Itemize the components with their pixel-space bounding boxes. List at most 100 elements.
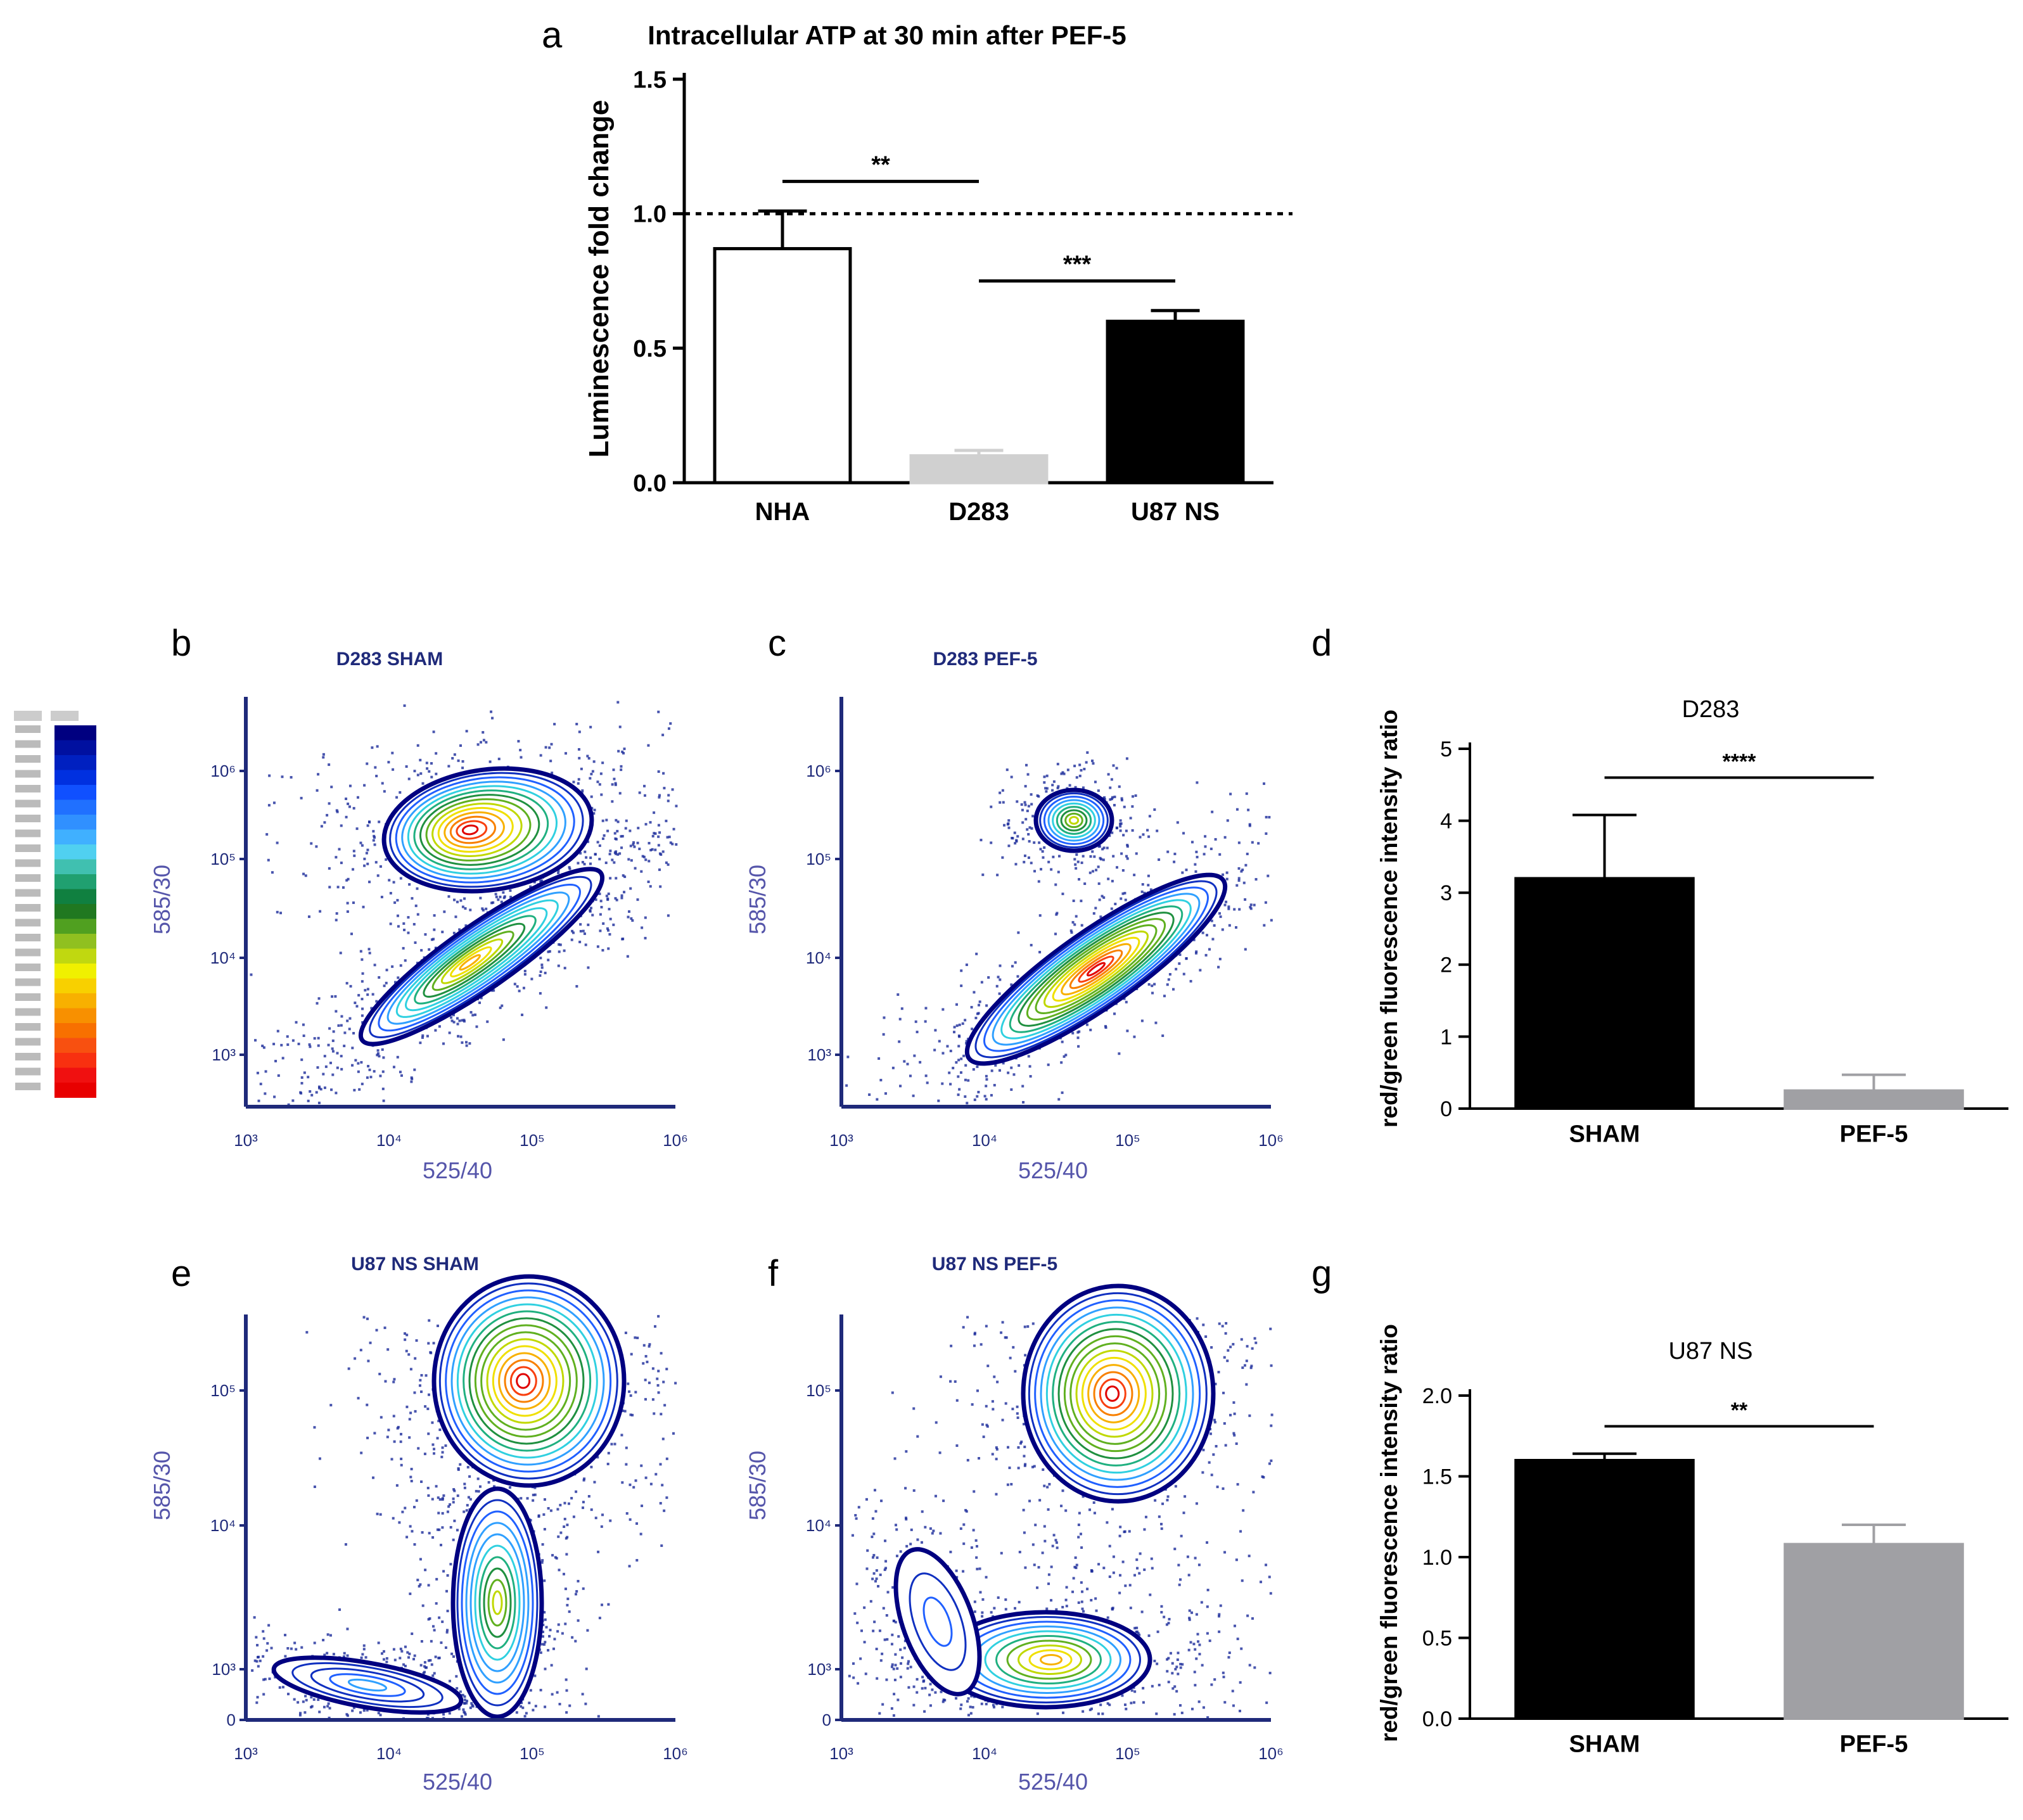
event-dot [547,1507,550,1510]
event-dot [1159,1522,1163,1525]
bar [1106,319,1245,485]
event-dot [965,1041,968,1045]
event-dot [603,834,606,837]
event-dot [962,1570,965,1573]
event-dot [1218,912,1221,915]
event-dot [441,1620,444,1624]
event-dot [971,1028,974,1031]
event-dot [307,915,310,919]
event-dot [1024,1566,1027,1569]
event-dot [894,1620,897,1624]
event-dot [1268,1462,1271,1465]
event-dot [469,1706,472,1709]
event-dot [985,1078,988,1081]
event-dot [332,1653,335,1656]
event-dot [1097,789,1100,792]
event-dot [335,809,338,812]
x-category-label: D283 [948,498,1009,526]
event-dot [960,969,963,972]
event-dot [990,805,993,808]
event-dot [873,1620,876,1624]
legend-color-swatch [54,1023,96,1038]
event-dot [388,879,391,882]
event-dot [420,949,423,952]
event-dot [1213,1678,1216,1681]
event-dot [1033,870,1037,873]
event-dot [607,1451,610,1454]
event-dot [955,1024,959,1028]
event-dot [376,1052,380,1055]
event-dot [1124,1703,1127,1707]
event-dot [1269,1327,1272,1330]
event-dot [991,1400,994,1403]
y-axis-label: 585/30 [149,1451,175,1520]
event-dot [1081,1590,1084,1593]
event-dot [452,1014,455,1017]
event-dot [307,1099,310,1102]
event-dot [986,1365,990,1368]
event-dot [1111,879,1114,882]
u87ns-ratio-bar-chart: U87 NS red/green fluorescence intensity … [1376,1324,2008,1758]
event-dot [559,1531,563,1534]
event-dot [1158,1683,1161,1686]
event-dot [262,1655,265,1658]
event-dot [651,1398,654,1401]
event-dot [1160,1605,1163,1608]
event-dot [468,1042,471,1045]
event-dot [382,1099,385,1102]
event-dot [1013,831,1016,834]
event-dot [1222,873,1225,876]
panel-letter-b: b [171,623,191,664]
event-dot [423,1453,426,1456]
event-dot [1177,1672,1180,1676]
event-dot [635,1522,639,1525]
event-dot [876,1677,879,1680]
event-dot [1044,787,1047,790]
event-dot [373,1432,376,1435]
event-dot [1076,1036,1080,1040]
event-dot [1236,1483,1239,1486]
event-dot [1077,1601,1080,1604]
event-dot [964,1078,967,1081]
event-dot [1156,1662,1159,1665]
event-dot [1031,1465,1034,1468]
event-dot [360,1656,363,1659]
y-tick-label: 1 [1440,1025,1452,1049]
event-dot [924,1007,928,1010]
event-dot [628,1390,631,1393]
event-dot [323,1055,326,1058]
event-dot [1113,795,1116,798]
event-dot [335,919,338,922]
event-dot [629,1518,632,1521]
legend-color-swatch [54,844,96,860]
density-contour [1000,899,1192,1040]
event-dot [337,1024,340,1027]
event-dot [1080,900,1083,903]
event-dot [1265,1563,1268,1567]
event-dot [366,988,369,991]
event-dot [1114,902,1117,905]
event-dot [589,907,592,910]
event-dot [1001,789,1004,792]
event-dot [1182,832,1185,835]
event-dot [1052,1534,1056,1537]
event-dot [351,1064,354,1067]
event-dot [287,1693,290,1696]
event-dot [1130,1702,1133,1705]
event-dot [885,1613,888,1617]
event-dot [582,1479,585,1482]
event-dot [571,1636,574,1639]
legend-percentile-swatch [15,1083,41,1090]
event-dot [882,1033,885,1036]
event-dot [919,1060,922,1064]
event-dot [1102,846,1106,850]
event-dot [898,1040,901,1043]
event-dot [997,976,1000,979]
event-dot [923,1710,926,1713]
event-dot [533,881,536,884]
event-dot [471,1014,475,1017]
event-dot [574,1593,577,1596]
event-dot [313,1485,316,1488]
event-dot [1024,785,1027,788]
event-dot [1045,790,1048,793]
